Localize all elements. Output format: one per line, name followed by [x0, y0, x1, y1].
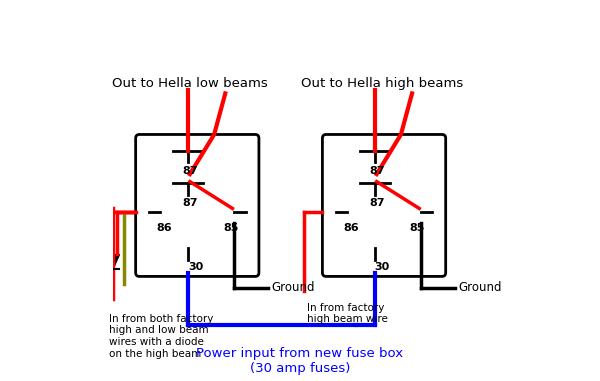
Text: 87: 87 — [182, 166, 197, 176]
Text: Out to Hella low beams: Out to Hella low beams — [112, 77, 268, 90]
Text: Out to Hella high beams: Out to Hella high beams — [301, 77, 463, 90]
Text: 85: 85 — [410, 223, 425, 234]
Text: Power input from new fuse box
(30 amp fuses): Power input from new fuse box (30 amp fu… — [196, 347, 404, 375]
FancyBboxPatch shape — [136, 134, 259, 277]
Text: 30: 30 — [188, 261, 203, 272]
Text: In from factory
high beam wire: In from factory high beam wire — [307, 303, 388, 324]
Text: 86: 86 — [156, 223, 172, 234]
Polygon shape — [107, 255, 119, 269]
Text: 87: 87 — [369, 199, 385, 208]
Text: Ground: Ground — [458, 281, 502, 294]
Text: Ground: Ground — [272, 281, 315, 294]
Text: In from both factory
high and low beam
wires with a diode
on the high beam: In from both factory high and low beam w… — [109, 314, 214, 359]
FancyBboxPatch shape — [322, 134, 446, 277]
Text: 86: 86 — [343, 223, 359, 234]
Text: 85: 85 — [223, 223, 238, 234]
Text: 30: 30 — [374, 261, 390, 272]
Text: 87: 87 — [369, 166, 385, 176]
Text: 87: 87 — [182, 199, 197, 208]
